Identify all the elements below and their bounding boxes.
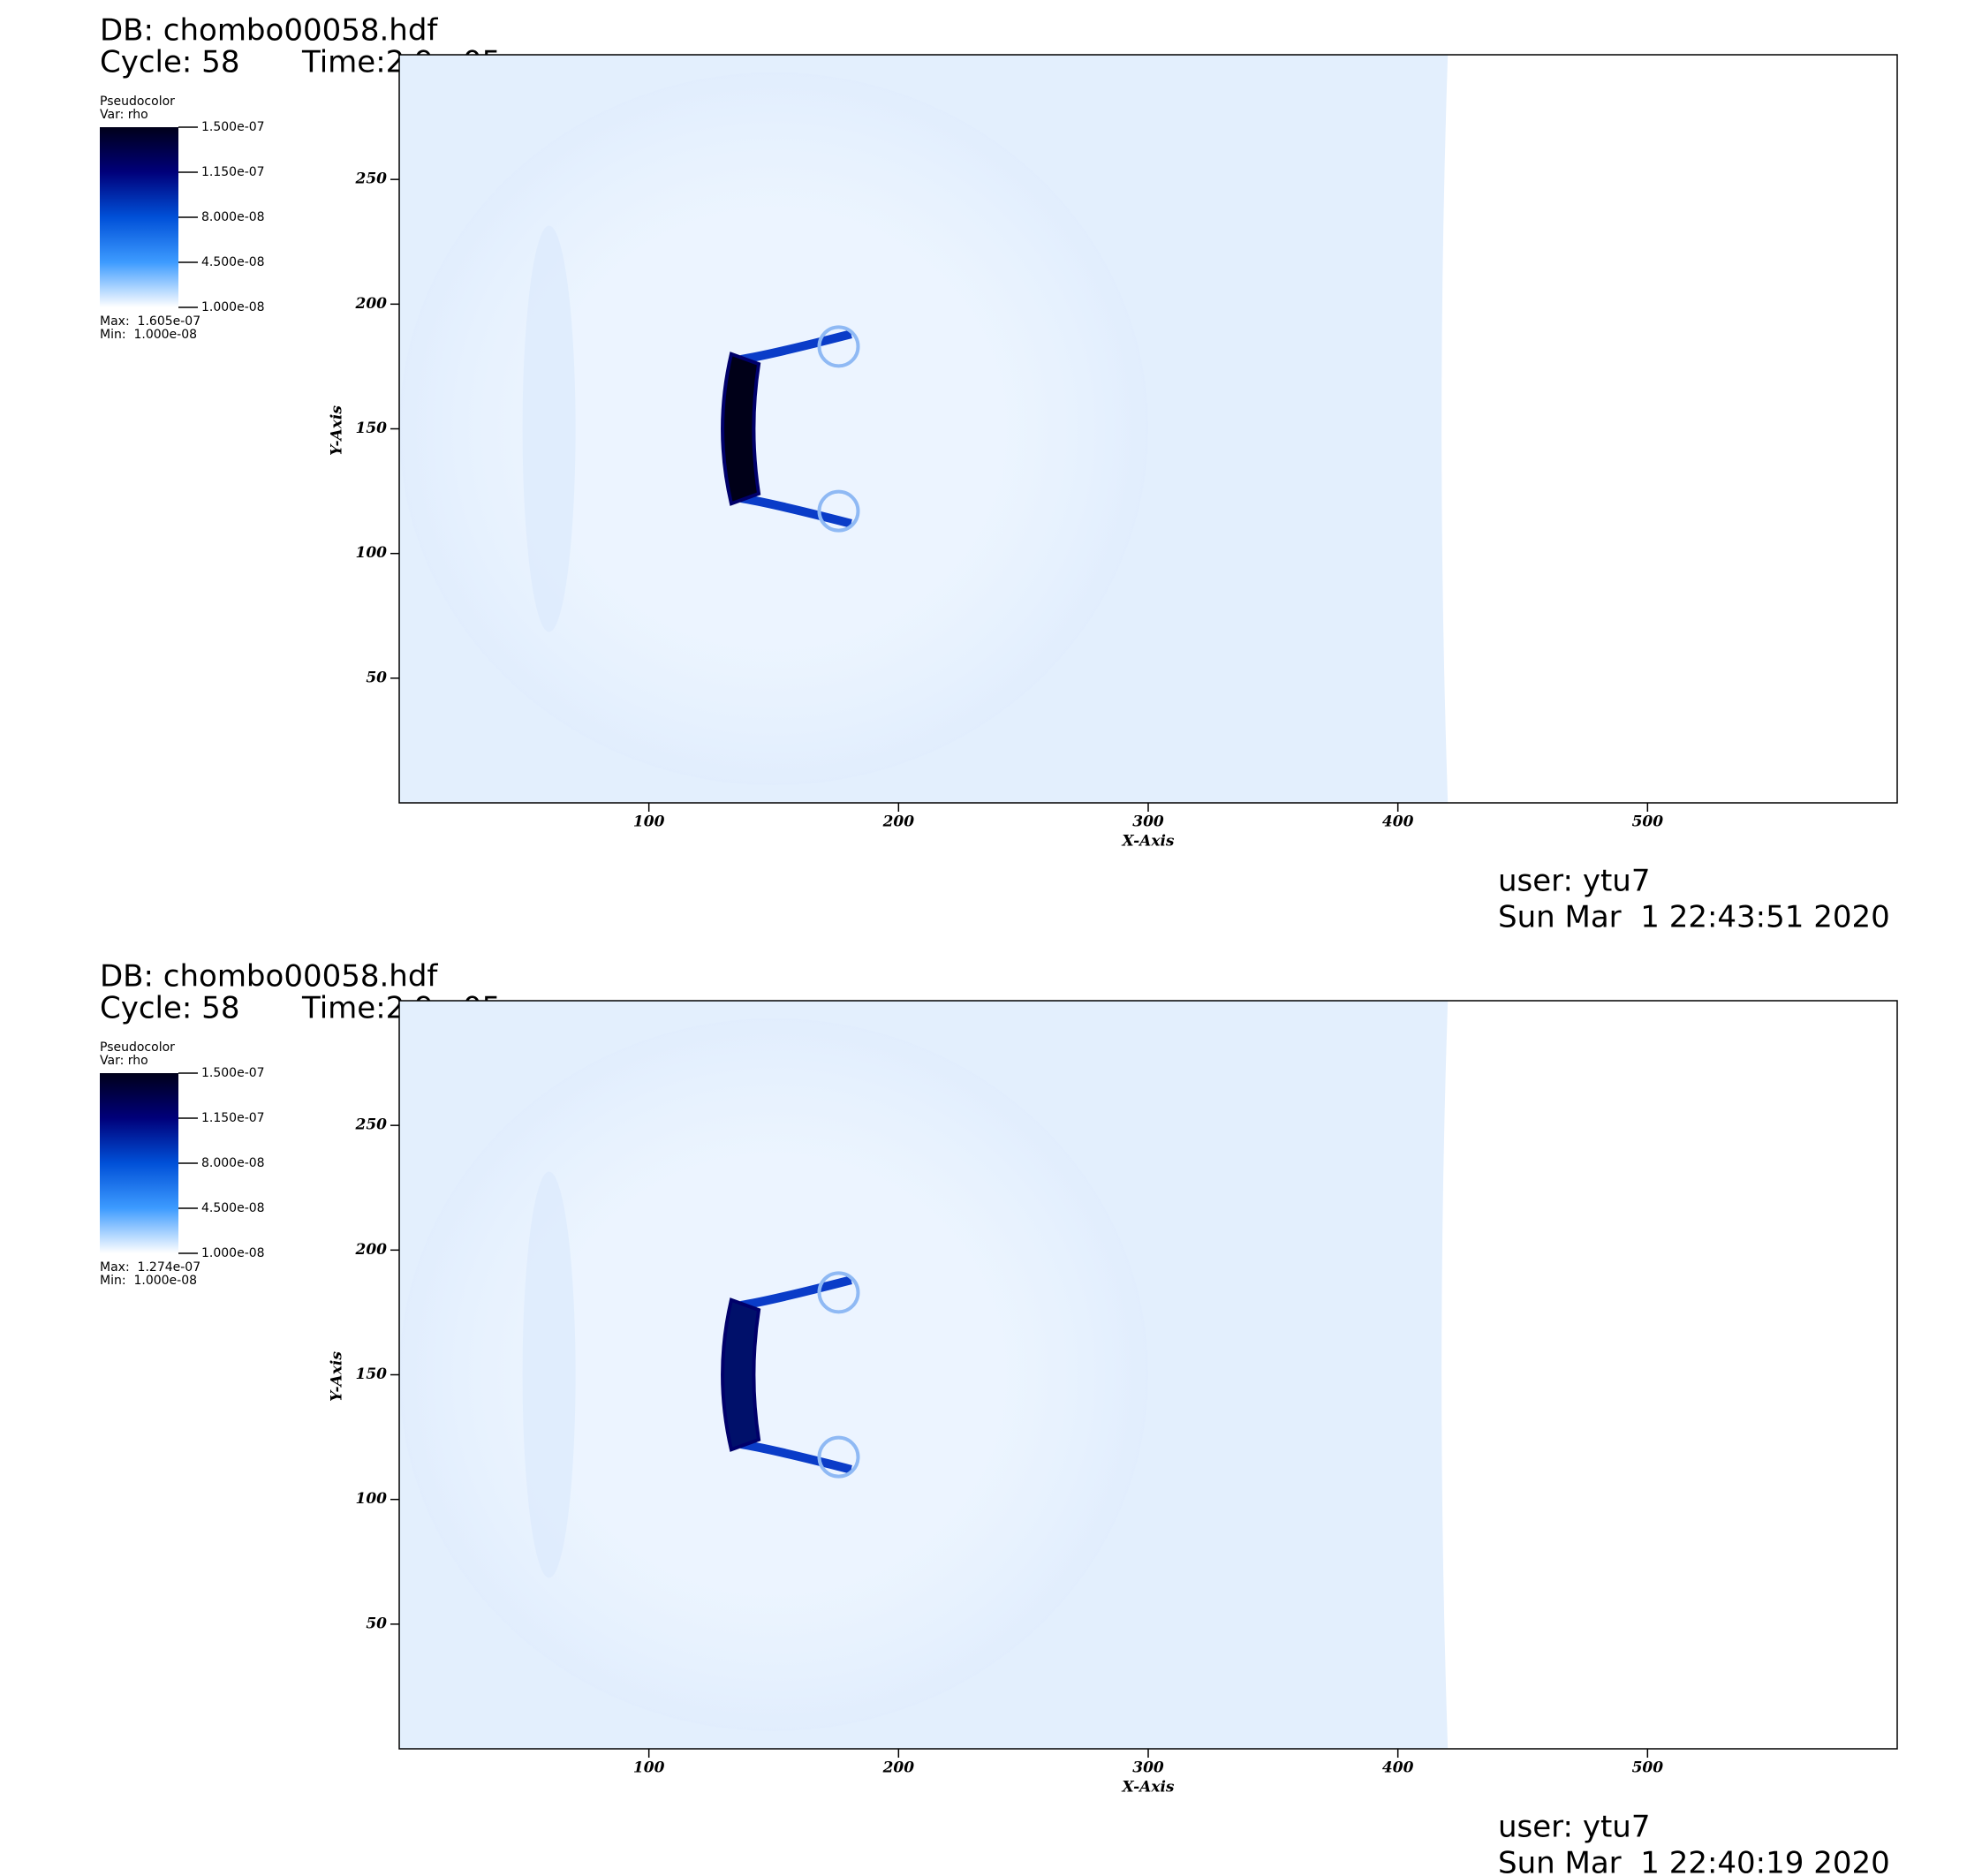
x-tick-label: 200 <box>882 1759 915 1777</box>
field <box>399 1001 1449 1749</box>
colorbar-tick-label: 1.000e-08 <box>201 1246 265 1260</box>
structure-curl <box>817 1271 860 1314</box>
db-name: DB: chombo00058.hdf <box>100 959 438 995</box>
y-tick-label: 50 <box>366 1615 387 1632</box>
colorbar-tick-label: 1.150e-07 <box>201 1111 265 1125</box>
min-label: Min: 1.000e-08 <box>100 328 197 342</box>
y-tick-label: 150 <box>356 1365 388 1383</box>
legend-title: Pseudocolor <box>100 1040 175 1055</box>
min-label: Min: 1.000e-08 <box>100 1274 197 1288</box>
x-axis-label: X-Axis <box>1122 833 1175 851</box>
colorbar-tick-label: 1.500e-07 <box>201 1066 265 1080</box>
cycle: Cycle: 58 <box>100 991 239 1026</box>
y-tick-label: 200 <box>355 295 388 313</box>
x-tick-label: 500 <box>1632 813 1664 831</box>
y-tick-label: 150 <box>356 420 388 437</box>
colorbar <box>100 1073 178 1253</box>
legend-var: Var: rho <box>100 1054 148 1068</box>
cycle: Cycle: 58 <box>100 45 239 80</box>
y-axis-label: Y-Axis <box>329 1351 346 1402</box>
colorbar <box>100 127 178 307</box>
max-label: Max: 1.274e-07 <box>100 1260 200 1275</box>
structure-curl <box>817 489 860 533</box>
x-axis-label: X-Axis <box>1122 1779 1175 1797</box>
colorbar-tick-label: 4.500e-08 <box>201 255 265 269</box>
structure-core <box>721 1297 761 1452</box>
y-tick-label: 250 <box>355 170 388 188</box>
x-tick-label: 100 <box>633 1759 665 1777</box>
field-band <box>522 1171 576 1578</box>
colorbar-tick-label: 8.000e-08 <box>201 210 265 224</box>
y-tick-label: 100 <box>356 544 388 562</box>
x-tick-label: 400 <box>1382 813 1414 831</box>
y-axis-label: Y-Axis <box>329 405 346 456</box>
field <box>399 55 1449 803</box>
colorbar-tick-label: 1.150e-07 <box>201 165 265 179</box>
structure-curl <box>817 1435 860 1479</box>
user: user: ytu7 <box>1498 1810 1650 1845</box>
y-tick-label: 250 <box>355 1116 388 1134</box>
structure-core <box>721 352 761 506</box>
field-halo <box>399 1018 1148 1731</box>
x-tick-label: 100 <box>633 813 665 831</box>
x-tick-label: 200 <box>882 813 915 831</box>
x-tick-label: 300 <box>1132 813 1164 831</box>
x-tick-label: 400 <box>1382 1759 1414 1777</box>
field-halo <box>399 72 1148 785</box>
field-band <box>522 225 576 632</box>
date: Sun Mar 1 22:40:19 2020 <box>1498 1846 1890 1876</box>
colorbar-tick-label: 1.000e-08 <box>201 300 265 314</box>
y-tick-label: 50 <box>366 669 387 686</box>
structure-curl <box>817 325 860 368</box>
legend-var: Var: rho <box>100 108 148 122</box>
x-tick-label: 500 <box>1632 1759 1664 1777</box>
date: Sun Mar 1 22:43:51 2020 <box>1498 900 1890 935</box>
legend-title: Pseudocolor <box>100 95 175 109</box>
colorbar-tick-label: 4.500e-08 <box>201 1201 265 1215</box>
colorbar-tick-label: 8.000e-08 <box>201 1156 265 1170</box>
max-label: Max: 1.605e-07 <box>100 314 200 329</box>
y-tick-label: 100 <box>356 1490 388 1508</box>
x-tick-label: 300 <box>1132 1759 1164 1777</box>
y-tick-label: 200 <box>355 1241 388 1259</box>
db-name: DB: chombo00058.hdf <box>100 13 438 49</box>
colorbar-tick-label: 1.500e-07 <box>201 120 265 134</box>
user: user: ytu7 <box>1498 864 1650 899</box>
